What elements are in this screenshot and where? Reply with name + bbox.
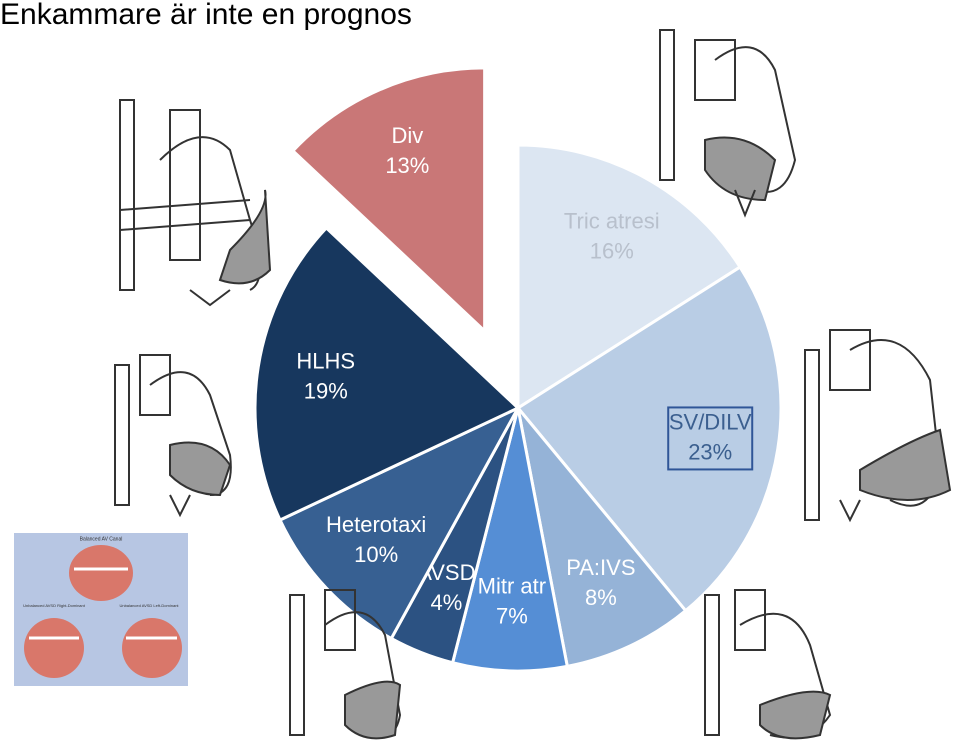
slice-value-label: 19% [304,378,348,403]
pie-slice [516,407,688,669]
slice-value-label: 13% [385,153,429,178]
heart-sketch [659,29,797,218]
slice-value-label: 10% [354,542,398,567]
heart-sketch [114,354,232,518]
slice-label: Div [391,123,423,148]
slice-value-label: 16% [590,238,634,263]
pie-slice [278,404,522,641]
pie-slice [515,265,783,613]
heart-sketch [119,99,272,307]
heart-sketch [704,589,832,740]
slice-label: PA:IVS [566,555,635,580]
heart-sketch [289,589,402,740]
pie-slice [516,143,743,411]
heart-illustration [122,618,182,678]
heart-illustration [69,545,133,601]
heart-sketch [804,329,952,523]
pie-slice [290,66,487,335]
slice-value-label: 23% [688,439,732,464]
slice-value-label: 4% [430,590,462,615]
heart-illustration [24,618,84,678]
pie: Tric atresi 16% SV/DILV 23% PA:IVS 8% Mitr atr… [253,66,783,673]
inset-label: Unbalanced AVSD Left-Dominant [119,603,179,608]
inset-label: Unbalanced AVSD Right-Dominant [23,603,86,608]
slide-title: Enkammare är inte en prognos [0,0,412,31]
slice-label: Heterotaxi [326,512,426,537]
slice-label: SV/DILV [669,409,752,434]
label-box [667,406,754,471]
slice-label: Mitr atr [478,573,546,598]
slice-label: Tric atresi [564,208,660,233]
slice-value-label: 7% [496,603,528,628]
pie-slice [450,407,570,673]
slice-value-label: 8% [585,585,617,610]
inset-label: Balanced AV Canal [80,536,123,542]
avsd-inset: Balanced AV Canal Unbalanced AVSD Right-… [14,533,188,686]
pie-slice [253,225,521,522]
valve-line [29,567,177,640]
slice-label: HLHS [296,348,355,373]
